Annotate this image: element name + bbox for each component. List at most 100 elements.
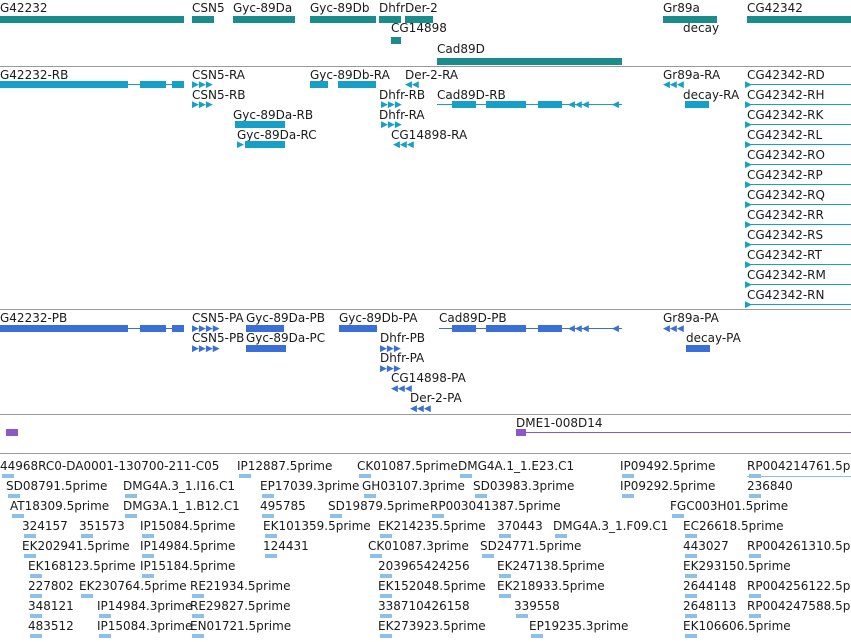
est-label[interactable]: 2648113 bbox=[683, 599, 737, 613]
est-label[interactable]: EK106606.5prime bbox=[683, 619, 791, 633]
est-label[interactable]: 338710426158 bbox=[378, 599, 470, 613]
est-label[interactable]: RE29827.5prime bbox=[190, 599, 291, 613]
est-label[interactable]: EK214235.5prime bbox=[378, 519, 486, 533]
transcript-label[interactable]: CG42342-RN bbox=[747, 288, 825, 302]
est-label[interactable]: 236840 bbox=[747, 479, 793, 493]
est-label[interactable]: GH03107.3prime bbox=[362, 479, 465, 493]
transcript-label[interactable]: CG42342-RL bbox=[747, 128, 823, 142]
transcript-label[interactable]: G42232-RB bbox=[0, 68, 69, 82]
transcript-label[interactable]: CG42342-RM bbox=[747, 268, 826, 282]
est-label[interactable]: IP09492.5prime bbox=[620, 459, 716, 473]
est-label[interactable]: IP15184.5prime bbox=[140, 559, 236, 573]
transcript-label[interactable]: Gr89a-RA bbox=[663, 68, 721, 82]
transcript-label[interactable]: CG42342-RR bbox=[747, 208, 824, 222]
est-label[interactable]: 495785 bbox=[260, 499, 306, 513]
est-label[interactable]: RE21934.5prime bbox=[190, 579, 291, 593]
gene-label[interactable]: Gr89a bbox=[663, 1, 700, 15]
protein-label[interactable]: Der-2-PA bbox=[410, 391, 462, 405]
transcript-label[interactable]: CSN5-RA bbox=[192, 68, 245, 82]
est-label[interactable]: SD03983.3prime bbox=[473, 479, 575, 493]
est-label[interactable]: DMG4A.3_1.I16.C1 bbox=[123, 479, 236, 493]
est-label[interactable]: CK01087.3prime bbox=[368, 539, 469, 553]
est-label[interactable]: IP15084.5prime bbox=[140, 519, 236, 533]
protein-label[interactable]: Cad89D-PB bbox=[439, 311, 507, 325]
protein-label[interactable]: Dhfr-PA bbox=[380, 351, 425, 365]
protein-label[interactable]: Gyc-89Da-PB bbox=[246, 311, 325, 325]
est-label[interactable]: EN01721.5prime bbox=[190, 619, 292, 633]
protein-label[interactable]: Dhfr-PB bbox=[380, 331, 426, 345]
est-label[interactable]: EP17039.3prime bbox=[260, 479, 360, 493]
gene-label[interactable]: CSN5 bbox=[192, 1, 225, 15]
protein-label[interactable]: CSN5-PB bbox=[192, 331, 245, 345]
transcript-label[interactable]: CG42342-RP bbox=[747, 168, 823, 182]
est-label[interactable]: RP004261310.5p bbox=[747, 539, 851, 553]
est-label[interactable]: FGC003H01.5prime bbox=[670, 499, 789, 513]
est-label[interactable]: EK293150.5prime bbox=[683, 559, 791, 573]
gene-label[interactable]: Cad89D bbox=[437, 42, 485, 56]
est-label[interactable]: RP004214761.5p bbox=[747, 459, 851, 473]
gene-label[interactable]: G42232 bbox=[0, 1, 48, 15]
est-label[interactable]: 44968RC0-DA0001-130700-211-C05 bbox=[0, 459, 220, 473]
transcript-label[interactable]: CSN5-RB bbox=[192, 88, 246, 102]
protein-label[interactable]: CSN5-PA bbox=[192, 311, 244, 325]
est-label[interactable]: RP004247588.5p bbox=[747, 599, 851, 613]
clone-label[interactable]: DME1-008D14 bbox=[516, 416, 603, 430]
est-label[interactable]: IP15084.3prime bbox=[97, 619, 193, 633]
est-label[interactable]: IP14984.5prime bbox=[140, 539, 236, 553]
transcript-label[interactable]: Der-2-RA bbox=[405, 68, 459, 82]
transcript-label[interactable]: CG42342-RD bbox=[747, 68, 825, 82]
protein-label[interactable]: CG14898-PA bbox=[391, 371, 466, 385]
est-label[interactable]: IP12887.5prime bbox=[237, 459, 333, 473]
est-label[interactable]: 483512 bbox=[28, 619, 74, 633]
protein-label[interactable]: Gyc-89Db-PA bbox=[339, 311, 418, 325]
est-label[interactable]: 203965424256 bbox=[378, 559, 470, 573]
est-label[interactable]: EC26618.5prime bbox=[683, 519, 784, 533]
est-label[interactable]: 2644148 bbox=[683, 579, 737, 593]
gene-label[interactable]: Gyc-89Db bbox=[310, 1, 370, 15]
transcript-label[interactable]: CG42342-RQ bbox=[747, 188, 825, 202]
est-label[interactable]: 339558 bbox=[514, 599, 560, 613]
gene-label[interactable]: decay bbox=[683, 21, 720, 35]
est-label[interactable]: EP19235.3prime bbox=[529, 619, 629, 633]
est-label[interactable]: AT18309.5prime bbox=[10, 499, 110, 513]
est-label[interactable]: DMG3A.1_1.B12.C1 bbox=[123, 499, 240, 513]
transcript-label[interactable]: Cad89D-RB bbox=[437, 88, 506, 102]
est-label[interactable]: EK152048.5prime bbox=[378, 579, 486, 593]
transcript-label[interactable]: Gyc-89Db-RA bbox=[310, 68, 390, 82]
est-label[interactable]: EK101359.5prime bbox=[263, 519, 371, 533]
est-label[interactable]: EK230764.5prime bbox=[79, 579, 187, 593]
transcript-label[interactable]: Gyc-89Da-RB bbox=[233, 108, 314, 122]
transcript-label[interactable]: Dhfr-RA bbox=[379, 108, 425, 122]
transcript-label[interactable]: Gyc-89Da-RC bbox=[237, 128, 317, 142]
est-label[interactable]: RP004256122.5p bbox=[747, 579, 851, 593]
protein-label[interactable]: Gyc-89Da-PC bbox=[246, 331, 326, 345]
est-label[interactable]: EK218933.5prime bbox=[497, 579, 605, 593]
est-label[interactable]: 370443 bbox=[497, 519, 543, 533]
est-label[interactable]: 348121 bbox=[28, 599, 74, 613]
gene-label[interactable]: Der-2 bbox=[405, 1, 438, 15]
transcript-label[interactable]: CG42342-RH bbox=[747, 88, 825, 102]
protein-label[interactable]: decay-PA bbox=[686, 331, 741, 345]
est-label[interactable]: CK01087.5prime bbox=[357, 459, 458, 473]
transcript-label[interactable]: CG14898-RA bbox=[391, 128, 468, 142]
protein-label[interactable]: Gr89a-PA bbox=[663, 311, 719, 325]
transcript-label[interactable]: CG42342-RK bbox=[747, 108, 824, 122]
gene-label[interactable]: Dhfr bbox=[379, 1, 406, 15]
est-label[interactable]: SD19879.5prime bbox=[328, 499, 430, 513]
transcript-label[interactable]: CG42342-RS bbox=[747, 228, 824, 242]
est-label[interactable]: EK273923.5prime bbox=[378, 619, 486, 633]
est-label[interactable]: DMG4A.3_1.F09.C1 bbox=[553, 519, 669, 533]
protein-label[interactable]: G42232-PB bbox=[0, 311, 68, 325]
est-label[interactable]: SD08791.5prime bbox=[6, 479, 108, 493]
est-label[interactable]: 351573 bbox=[79, 519, 125, 533]
est-label[interactable]: RP003041387.5prime bbox=[430, 499, 561, 513]
transcript-label[interactable]: CG42342-RT bbox=[747, 248, 822, 262]
gene-label[interactable]: CG42342 bbox=[747, 1, 803, 15]
gene-label[interactable]: Gyc-89Da bbox=[233, 1, 293, 15]
est-label[interactable]: IP09292.5prime bbox=[620, 479, 716, 493]
est-label[interactable]: 227802 bbox=[28, 579, 74, 593]
transcript-label[interactable]: Dhfr-RB bbox=[379, 88, 426, 102]
transcript-label[interactable]: CG42342-RO bbox=[747, 148, 825, 162]
est-label[interactable]: IP14984.3prime bbox=[97, 599, 193, 613]
est-label[interactable]: 443027 bbox=[683, 539, 729, 553]
